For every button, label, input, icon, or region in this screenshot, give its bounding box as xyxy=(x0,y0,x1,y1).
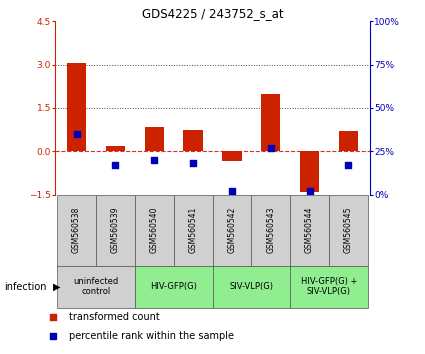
Point xyxy=(73,131,80,137)
Bar xyxy=(222,152,242,161)
Bar xyxy=(300,152,319,192)
Point xyxy=(50,333,57,339)
Point xyxy=(267,145,274,151)
Point xyxy=(306,188,313,194)
Bar xyxy=(212,266,290,308)
Bar xyxy=(290,195,329,266)
Text: HIV-GFP(G): HIV-GFP(G) xyxy=(150,282,197,291)
Bar xyxy=(96,195,135,266)
Bar xyxy=(183,130,203,152)
Text: GSM560545: GSM560545 xyxy=(344,207,353,253)
Text: GSM560543: GSM560543 xyxy=(266,207,275,253)
Bar xyxy=(67,63,86,152)
Bar xyxy=(339,131,358,152)
Text: transformed count: transformed count xyxy=(69,312,160,322)
Point xyxy=(345,162,352,168)
Bar xyxy=(57,195,96,266)
Text: ▶: ▶ xyxy=(53,282,61,292)
Bar xyxy=(290,266,368,308)
Bar xyxy=(261,93,280,152)
Bar xyxy=(174,195,212,266)
Bar xyxy=(106,145,125,152)
Text: GSM560538: GSM560538 xyxy=(72,207,81,253)
Point xyxy=(190,161,196,166)
Text: uninfected
control: uninfected control xyxy=(74,277,119,296)
Point xyxy=(229,188,235,194)
Bar xyxy=(57,266,135,308)
Text: GSM560539: GSM560539 xyxy=(111,207,120,253)
Bar xyxy=(135,195,174,266)
Point xyxy=(151,157,158,163)
Text: GSM560544: GSM560544 xyxy=(305,207,314,253)
Text: HIV-GFP(G) +
SIV-VLP(G): HIV-GFP(G) + SIV-VLP(G) xyxy=(301,277,357,296)
Text: SIV-VLP(G): SIV-VLP(G) xyxy=(230,282,273,291)
Bar xyxy=(212,195,251,266)
Text: GSM560540: GSM560540 xyxy=(150,207,159,253)
Bar xyxy=(135,266,212,308)
Bar xyxy=(329,195,368,266)
Text: infection: infection xyxy=(4,282,47,292)
Text: percentile rank within the sample: percentile rank within the sample xyxy=(69,331,234,341)
Title: GDS4225 / 243752_s_at: GDS4225 / 243752_s_at xyxy=(142,7,283,20)
Text: GSM560542: GSM560542 xyxy=(227,207,236,253)
Bar xyxy=(251,195,290,266)
Point xyxy=(50,314,57,320)
Point xyxy=(112,162,119,168)
Text: GSM560541: GSM560541 xyxy=(189,207,198,253)
Bar xyxy=(144,127,164,152)
